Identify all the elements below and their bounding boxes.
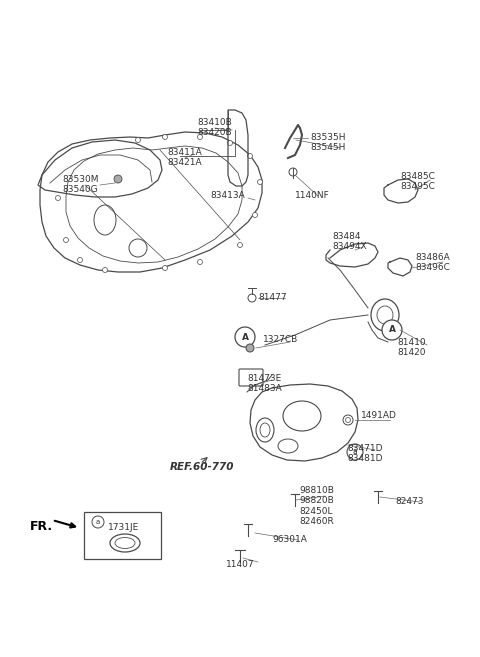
Circle shape	[163, 135, 168, 139]
Circle shape	[63, 237, 69, 242]
Text: 83411A
83421A: 83411A 83421A	[168, 148, 203, 168]
Circle shape	[92, 516, 104, 528]
Circle shape	[114, 175, 122, 183]
Text: 98810B
98820B
82450L
82460R: 98810B 98820B 82450L 82460R	[299, 486, 334, 526]
Text: 83485C
83495C: 83485C 83495C	[400, 172, 435, 191]
Text: 83471D
83481D: 83471D 83481D	[347, 444, 383, 463]
Text: A: A	[388, 325, 396, 334]
Text: 11407: 11407	[226, 560, 254, 569]
Text: 96301A: 96301A	[272, 535, 307, 545]
Text: A: A	[241, 332, 249, 342]
Text: 1491AD: 1491AD	[361, 411, 397, 420]
Circle shape	[235, 327, 255, 347]
Circle shape	[56, 196, 60, 200]
Text: 1140NF: 1140NF	[295, 191, 330, 200]
Circle shape	[246, 344, 254, 352]
Circle shape	[163, 265, 168, 271]
Text: 81473E
81483A: 81473E 81483A	[247, 374, 282, 394]
Circle shape	[248, 154, 252, 158]
Circle shape	[382, 320, 402, 340]
Circle shape	[257, 179, 263, 185]
Circle shape	[103, 267, 108, 273]
Circle shape	[238, 242, 242, 248]
Text: 81477: 81477	[258, 292, 287, 302]
Circle shape	[228, 141, 232, 145]
Circle shape	[197, 135, 203, 139]
Circle shape	[135, 137, 141, 143]
Text: 81410
81420: 81410 81420	[397, 338, 426, 357]
Text: 83484
83494X: 83484 83494X	[332, 232, 367, 252]
Text: 83486A
83496C: 83486A 83496C	[415, 253, 450, 273]
Circle shape	[347, 444, 363, 460]
Text: REF.60-770: REF.60-770	[170, 462, 235, 472]
Text: 1731JE: 1731JE	[108, 522, 139, 532]
Circle shape	[252, 212, 257, 217]
Text: 83410B
83420B: 83410B 83420B	[198, 118, 232, 137]
Text: 83530M
83540G: 83530M 83540G	[62, 175, 98, 194]
Text: 82473: 82473	[395, 497, 423, 507]
Text: 1327CB: 1327CB	[263, 334, 298, 344]
Text: 83535H
83545H: 83535H 83545H	[310, 133, 346, 152]
Text: a: a	[96, 519, 100, 525]
Text: FR.: FR.	[30, 520, 53, 533]
Circle shape	[77, 258, 83, 263]
Text: 83413A: 83413A	[210, 191, 245, 200]
Text: a: a	[353, 447, 358, 457]
Circle shape	[197, 260, 203, 265]
